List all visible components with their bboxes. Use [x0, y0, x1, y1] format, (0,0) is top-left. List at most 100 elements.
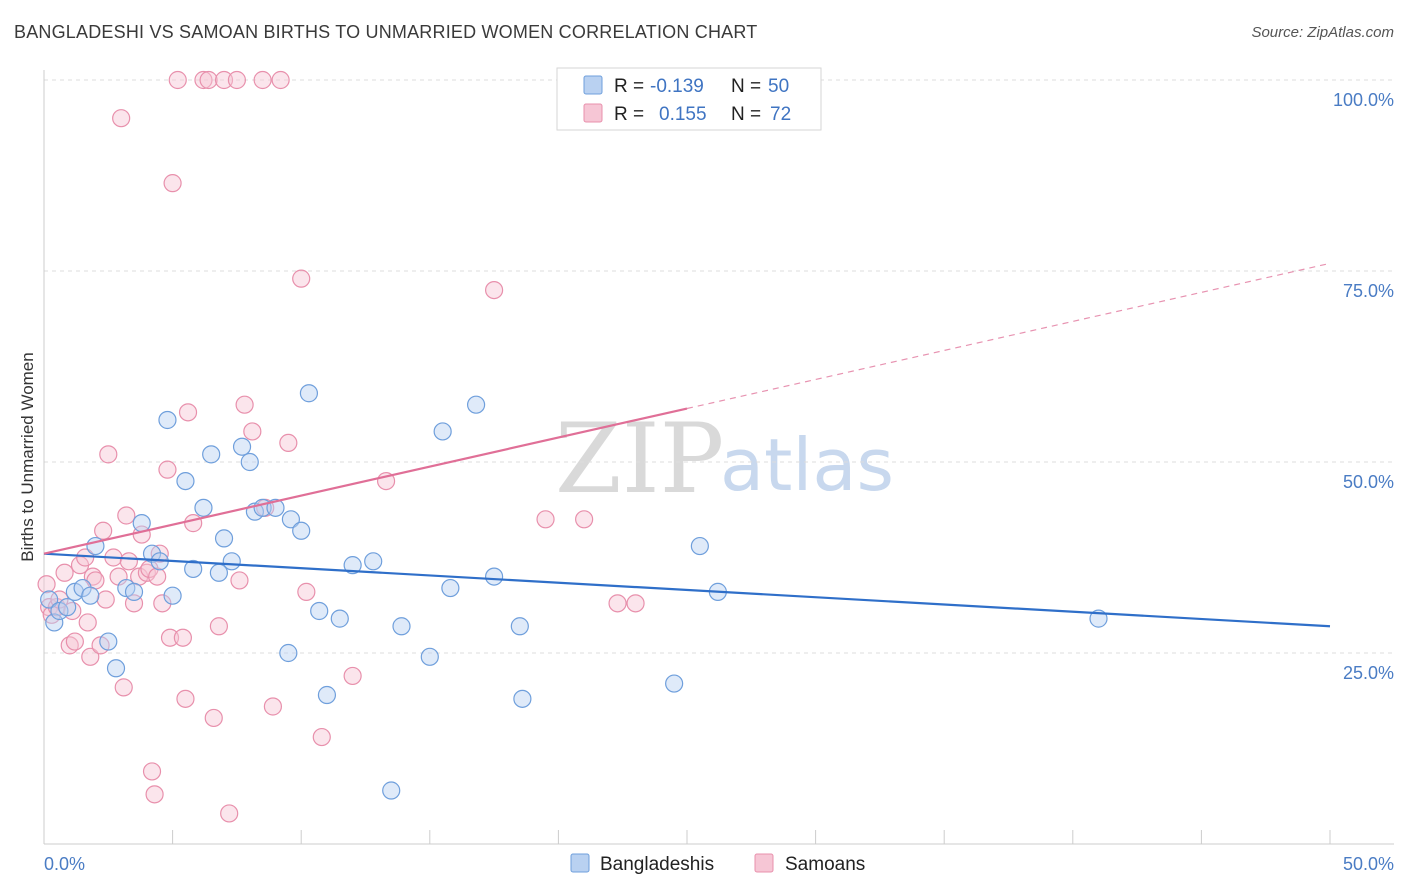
- legend-swatch-bangladeshi: [583, 75, 603, 95]
- y-tick-label-1: 25.0%: [1343, 663, 1394, 683]
- bangladeshi-point: [665, 674, 684, 693]
- bangladeshi-point: [392, 617, 411, 636]
- bangladeshi-point: [279, 643, 298, 663]
- bangladeshi-point: [310, 601, 329, 621]
- samoan-point: [112, 109, 131, 128]
- samoan-point: [37, 575, 56, 594]
- samoan-point: [230, 571, 249, 590]
- bangladeshi-point: [142, 544, 162, 563]
- bangladeshi-point: [240, 452, 259, 472]
- samoan-point: [176, 689, 195, 708]
- bangladeshi-point: [292, 521, 311, 540]
- samoan-points: [37, 70, 645, 823]
- chart-source: Source: ZipAtlas.com: [1251, 24, 1394, 41]
- bottom-legend-samoans: Samoans: [785, 854, 865, 875]
- trend-lines: [43, 262, 1331, 628]
- bangladeshi-point: [58, 598, 77, 617]
- samoan-point: [184, 514, 203, 533]
- bangladeshi-point: [281, 510, 301, 529]
- x-tick-label-max: 50.0%: [1343, 854, 1394, 874]
- axes: [43, 70, 1394, 845]
- bangladeshi-point: [124, 582, 144, 601]
- legend-r-label-2: R =: [614, 104, 644, 125]
- samoan-point: [148, 567, 167, 586]
- bangladeshi-point: [364, 552, 383, 571]
- bangladeshi-point: [45, 613, 64, 632]
- samoan-point: [173, 628, 192, 647]
- bangladeshi-point: [202, 445, 221, 464]
- samoan-point: [271, 70, 290, 90]
- samoan-point: [94, 521, 113, 540]
- bangladeshi-points: [40, 384, 1108, 800]
- samoan-point: [220, 804, 239, 823]
- samoan-point: [78, 613, 97, 632]
- samoan-point: [608, 594, 627, 613]
- samoan-point: [204, 708, 223, 728]
- bangladeshi-point: [194, 498, 213, 517]
- samoan-point: [150, 544, 169, 563]
- legend-n-value-2: 72: [770, 104, 791, 125]
- bangladeshi-point: [158, 410, 177, 430]
- legend-r-label-1: R =: [614, 76, 644, 97]
- bangladeshi-point: [184, 559, 203, 579]
- bangladeshi-point: [81, 586, 100, 605]
- bangladeshi-point: [176, 472, 195, 491]
- samoan-point: [65, 632, 84, 651]
- samoan-point: [253, 70, 272, 90]
- bangladeshi-point: [510, 617, 529, 636]
- bangladeshi-point: [485, 567, 504, 586]
- samoan-point: [312, 727, 331, 747]
- samoan-point: [209, 617, 228, 636]
- bangladeshi-point: [73, 578, 92, 598]
- legend-n-value-1: 50: [768, 76, 789, 97]
- bangladeshi-point: [299, 384, 319, 403]
- legend-r-value-2: 0.155: [659, 104, 707, 125]
- samoan-point: [96, 590, 115, 609]
- bangladeshi-point: [420, 647, 439, 666]
- grid-lines: [44, 79, 1394, 654]
- bottom-legend-swatch-samoan: [754, 853, 774, 873]
- bangladeshi-point: [40, 590, 59, 609]
- bangladeshi-point: [317, 685, 337, 705]
- samoan-trend-extension: [686, 262, 1331, 410]
- y-axis-label: Births to Unmarried Women: [18, 352, 37, 561]
- samoan-point: [178, 403, 198, 422]
- samoan-point: [81, 647, 100, 666]
- samoan-point: [235, 395, 254, 414]
- bottom-legend-bangladeshis: Bangladeshis: [600, 854, 714, 875]
- samoan-point: [199, 70, 218, 90]
- legend-box: R = -0.139 N = 50 R = 0.155 N = 72: [556, 67, 822, 131]
- samoan-point: [158, 460, 177, 479]
- samoan-point: [263, 697, 283, 716]
- samoan-point: [575, 510, 594, 529]
- y-tick-labels: 25.0% 50.0% 75.0% 100.0%: [1333, 90, 1394, 683]
- samoan-point: [227, 70, 246, 90]
- bangladeshi-point: [214, 529, 234, 548]
- bottom-legend-swatch-bangladeshi: [570, 853, 590, 873]
- bottom-legend: Bangladeshis Samoans: [570, 853, 865, 875]
- bangladeshi-point: [343, 556, 362, 575]
- watermark-zip: ZIP: [555, 403, 724, 515]
- samoan-point: [279, 433, 298, 452]
- bangladeshi-trend-line: [43, 552, 1331, 628]
- samoan-point: [119, 552, 138, 571]
- legend-r-value-1: -0.139: [650, 76, 704, 97]
- samoan-point: [292, 269, 311, 288]
- bangladeshi-point: [690, 536, 709, 556]
- legend-n-label-2: N =: [731, 104, 761, 125]
- x-tick-labels: 0.0% 50.0%: [44, 854, 1394, 874]
- y-tick-label-2: 50.0%: [1343, 472, 1394, 492]
- samoan-point: [142, 762, 162, 781]
- samoan-point: [55, 563, 74, 582]
- samoan-point: [168, 70, 187, 90]
- watermark-atlas: atlas: [720, 423, 894, 507]
- bangladeshi-point: [106, 659, 126, 678]
- chart-title: BANGLADESHI VS SAMOAN BIRTHS TO UNMARRIE…: [14, 22, 758, 42]
- samoan-point: [626, 594, 645, 613]
- bangladeshi-point: [330, 609, 349, 628]
- samoan-point: [194, 70, 213, 90]
- samoan-point: [145, 785, 164, 804]
- bangladeshi-point: [99, 632, 118, 651]
- samoan-point: [114, 678, 133, 697]
